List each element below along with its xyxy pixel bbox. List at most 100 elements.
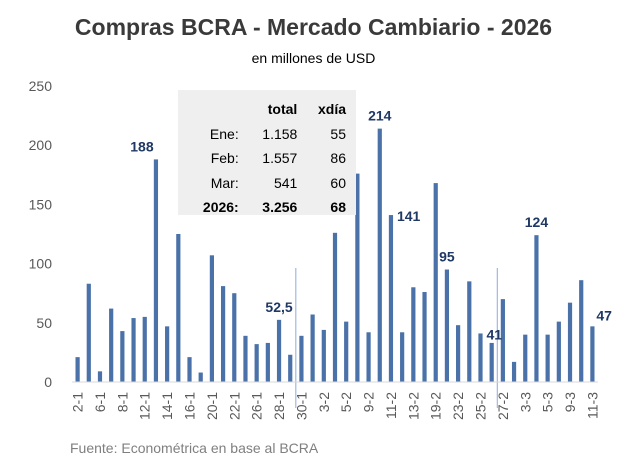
data-label: 141 [397, 208, 421, 224]
bar [411, 287, 416, 382]
summary-table-box: total xdía Ene: 1.158 55 Feb: 1.557 86 M… [178, 90, 356, 215]
x-tick-label: 11-2 [383, 392, 399, 419]
x-tick-label: 30-1 [293, 392, 309, 420]
y-tick-label: 150 [29, 196, 53, 212]
x-tick-label: 5-2 [338, 392, 354, 412]
summary-header-xdia: xdía [317, 101, 346, 117]
bar [276, 319, 282, 382]
bar [556, 321, 561, 382]
summary-header-blank [178, 97, 243, 122]
x-tick-label: 9-2 [361, 392, 377, 412]
x-tick-label: 19-2 [428, 392, 444, 420]
bar [355, 173, 360, 382]
summary-row: Feb: 1.557 86 [178, 146, 356, 171]
summary-row-xdia: 86 [330, 150, 346, 166]
y-tick-label: 50 [36, 315, 52, 331]
data-label: 52,5 [265, 299, 292, 315]
bar [176, 234, 181, 382]
data-label: 188 [130, 138, 154, 154]
y-tick-label: 250 [29, 78, 53, 94]
bar [467, 281, 472, 382]
x-tick-label: 12-1 [137, 392, 153, 420]
bar [523, 334, 528, 382]
bar [433, 183, 438, 382]
summary-row: Ene: 1.158 55 [178, 122, 356, 147]
bar [590, 326, 595, 382]
summary-row-label: Mar: [210, 174, 239, 191]
chart-subtitle: en millones de USD [251, 50, 376, 66]
summary-row-total: 1.158 [262, 125, 298, 142]
summary-row-total: 3.256 [262, 199, 298, 215]
bar [344, 321, 349, 382]
source-note: Fuente: Econométrica en base al BCRA [70, 440, 319, 456]
bar [579, 280, 584, 382]
summary-row-label: Ene: [209, 125, 239, 142]
bar [456, 325, 461, 382]
summary-row: Mar: 541 60 [178, 171, 356, 196]
x-tick-label: 5-3 [540, 392, 556, 412]
bar [187, 357, 192, 382]
summary-row-total: 1.557 [262, 150, 298, 166]
y-tick-label: 0 [44, 374, 52, 390]
x-tick-label: 13-2 [405, 392, 421, 420]
summary-row-label: 2026: [202, 199, 239, 215]
bar [489, 342, 494, 382]
y-tick-label: 100 [29, 256, 53, 272]
bar [299, 335, 304, 382]
bar [321, 329, 326, 382]
bar [444, 269, 450, 382]
y-tick-label: 200 [29, 137, 53, 153]
x-tick-label: 2-1 [70, 392, 86, 412]
bar [534, 235, 539, 382]
summary-row-total: 541 [273, 174, 298, 191]
bar [478, 333, 483, 382]
data-label: 41 [486, 326, 502, 342]
summary-row-xdia: 55 [330, 125, 346, 142]
x-tick-label: 3-2 [316, 392, 332, 412]
month-dividers [295, 268, 498, 408]
bar [198, 372, 203, 382]
data-label: 124 [525, 214, 549, 230]
bar [109, 308, 114, 382]
bar [209, 255, 214, 382]
bar [232, 293, 237, 382]
x-tick-label: 11-3 [584, 392, 600, 419]
bar [366, 332, 371, 382]
summary-header-total: total [267, 101, 298, 117]
data-label: 47 [596, 307, 612, 323]
x-axis: 2-1 6-1 8-1 12-1 14-1 16-1 20-1 22-1 26-1 28-1 30-… [70, 381, 600, 420]
x-tick-label: 14-1 [159, 392, 175, 420]
data-labels: 188 52,5 214 141 95 41 124 47 [130, 108, 612, 343]
summary-total-row: 2026: 3.256 68 [178, 195, 356, 220]
bar [422, 292, 427, 382]
bar [97, 371, 103, 382]
chart-title: Compras BCRA - Mercado Cambiario - 2026 [74, 14, 553, 40]
x-tick-label: 6-1 [92, 392, 108, 412]
bar [310, 314, 315, 382]
bar [142, 316, 147, 382]
bar [131, 318, 136, 382]
x-tick-label: 23-2 [450, 392, 466, 420]
x-tick-label: 3-3 [517, 392, 533, 412]
bars [75, 128, 595, 382]
bar [153, 159, 159, 382]
data-label: 214 [368, 108, 392, 124]
x-tick-label: 20-1 [204, 392, 220, 420]
bar [377, 128, 382, 382]
x-tick-label: 8-1 [114, 392, 130, 412]
bar [288, 354, 293, 382]
bar [511, 361, 517, 382]
summary-row-label: Feb: [210, 150, 239, 166]
bar [400, 332, 405, 382]
summary-row-xdia: 60 [330, 174, 346, 191]
bar [254, 344, 259, 382]
bar [332, 232, 338, 382]
x-tick-label: 27-2 [495, 392, 511, 420]
bar [545, 334, 550, 382]
x-tick-label: 25-2 [472, 392, 488, 420]
x-tick-label: 22-1 [226, 392, 242, 420]
summary-table: total xdía Ene: 1.158 55 Feb: 1.557 86 M… [178, 97, 356, 220]
bar [220, 286, 226, 382]
x-tick-label: 26-1 [249, 392, 265, 420]
bar [165, 326, 170, 382]
